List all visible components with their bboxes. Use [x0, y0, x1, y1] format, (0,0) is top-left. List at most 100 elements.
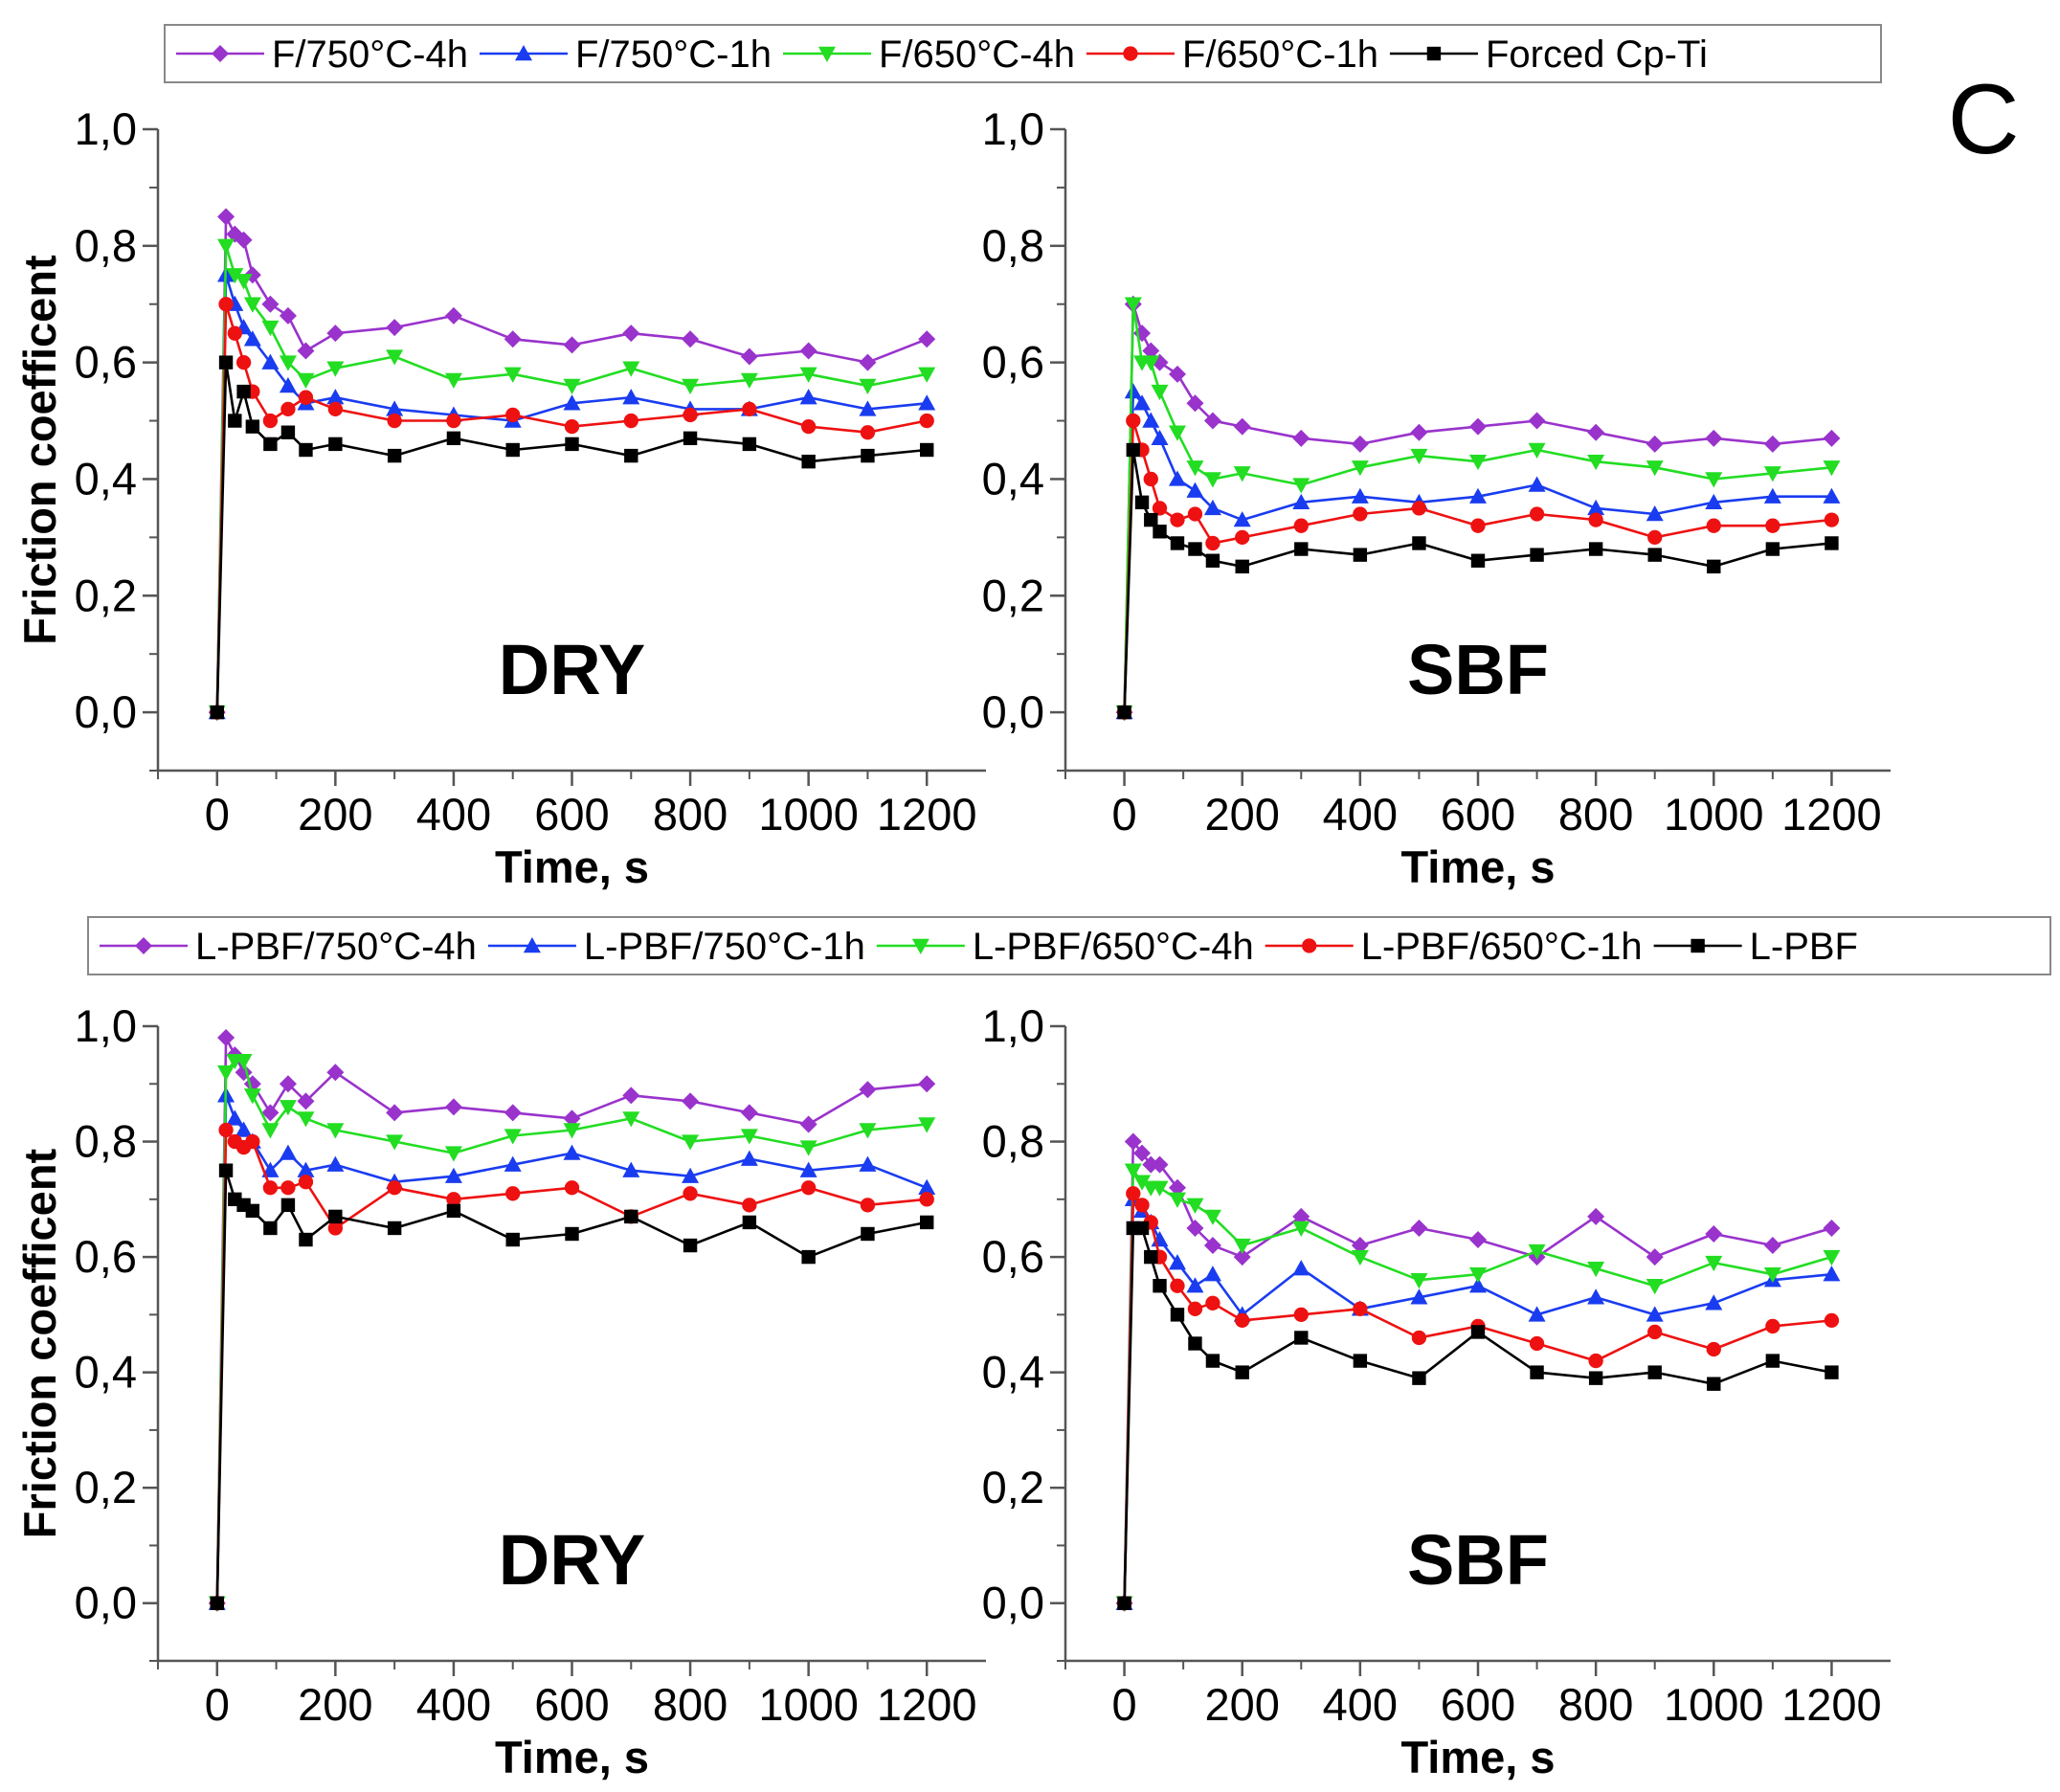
x-tick-label: 200 [298, 789, 372, 840]
data-point [1152, 501, 1168, 516]
data-point [327, 401, 344, 417]
legend-entry: L-PBF/750°C-4h [100, 926, 477, 968]
data-point [326, 325, 345, 343]
data-point [279, 1100, 297, 1116]
data-point [245, 1133, 260, 1150]
x-tick-label: 600 [1441, 1679, 1515, 1730]
data-point [1469, 1266, 1487, 1284]
data-point [859, 378, 877, 394]
data-point [1647, 1324, 1663, 1340]
data-point [326, 1123, 345, 1139]
data-point [1151, 1180, 1169, 1197]
data-point [1351, 435, 1369, 453]
x-tick-label: 600 [1441, 789, 1515, 840]
data-point [504, 330, 522, 348]
data-point [563, 378, 581, 394]
data-point [504, 1155, 522, 1172]
y-tick-label: 0,4 [75, 453, 137, 504]
data-point [920, 442, 934, 458]
x-axis-title: Time, s [1400, 841, 1555, 892]
data-point [387, 413, 402, 429]
data-point [1233, 417, 1251, 436]
y-tick-label: 0,6 [982, 1231, 1044, 1282]
data-point [1706, 1341, 1721, 1357]
data-point [683, 1186, 698, 1201]
x-tick-label: 400 [416, 1679, 491, 1730]
data-point [226, 268, 244, 284]
data-point [218, 297, 234, 312]
data-point [235, 1121, 253, 1137]
chart-sbf-bottom: 0 200 400 600 800 1000 1200 0,0 0,2 0,4 0,6 0,8 1,0 T… [982, 1000, 1891, 1782]
data-point [742, 1198, 757, 1213]
data-point [1186, 394, 1204, 413]
data-point [799, 1140, 817, 1156]
data-point [1124, 1132, 1142, 1151]
x-tick-label: 1000 [758, 1679, 859, 1730]
legend-label: Forced Cp-Ti [1486, 34, 1708, 76]
data-point [740, 1129, 758, 1145]
data-point [1705, 472, 1723, 488]
data-point [1142, 1155, 1160, 1174]
data-point [918, 1075, 936, 1093]
data-point [262, 1180, 279, 1196]
data-point [386, 400, 404, 416]
x-tick-label: 800 [653, 789, 728, 840]
x-tick-label: 200 [1205, 1679, 1280, 1730]
legend-bottom: L-PBF/750°C-4h L-PBF/750°C-1h L-PBF/650°C-… [87, 916, 2051, 975]
data-point [1117, 705, 1131, 720]
data-point [1646, 435, 1664, 453]
data-point [1187, 506, 1203, 522]
data-point [261, 295, 280, 313]
data-point [1168, 1192, 1186, 1208]
data-point [1203, 1237, 1221, 1255]
x-tick-label: 1000 [1664, 789, 1764, 840]
data-point [683, 431, 698, 446]
data-point [1292, 478, 1310, 494]
data-point [1203, 1209, 1221, 1225]
data-point [297, 342, 315, 360]
data-point [386, 1104, 404, 1122]
data-point [504, 1129, 522, 1145]
series-4 [1117, 442, 1839, 720]
data-point [1187, 1301, 1203, 1316]
data-point [1233, 1238, 1251, 1255]
data-point [279, 1144, 297, 1160]
data-point [504, 1104, 522, 1122]
data-point [446, 1192, 461, 1207]
data-point [565, 437, 579, 452]
data-point [742, 1215, 757, 1230]
y-axis-title: Friction coefficent [14, 255, 65, 645]
data-point [1765, 1354, 1780, 1368]
data-point [217, 238, 235, 255]
y-tick-label: 0,4 [982, 1347, 1044, 1398]
data-point [801, 454, 816, 469]
data-point [1587, 454, 1605, 471]
data-point [682, 1167, 700, 1183]
data-point [1587, 1207, 1605, 1225]
data-point [1411, 501, 1427, 516]
y-tick-label: 0,4 [982, 453, 1044, 504]
data-point [1186, 1198, 1204, 1214]
y-tick-label: 0,2 [75, 570, 137, 620]
data-point [563, 1144, 581, 1160]
data-point [1705, 1294, 1723, 1310]
data-point [1142, 342, 1160, 360]
data-point [299, 1232, 313, 1247]
data-point [1134, 1198, 1150, 1213]
data-point [622, 1161, 640, 1177]
data-point [1825, 1365, 1839, 1379]
legend-marker [514, 45, 532, 61]
y-tick-label: 0,2 [982, 1462, 1044, 1512]
data-point [217, 1065, 235, 1082]
y-tick-label: 0,4 [75, 1347, 137, 1398]
data-point [564, 1180, 580, 1196]
data-point [217, 1029, 235, 1047]
data-point [1529, 506, 1545, 522]
data-point [210, 1596, 224, 1610]
x-tick-label: 1200 [877, 789, 977, 840]
legend-label: F/650°C-4h [879, 34, 1075, 76]
data-point [279, 1075, 297, 1093]
legend-entry: L-PBF/650°C-4h [876, 926, 1254, 968]
data-point [1292, 493, 1310, 510]
data-point [235, 274, 253, 290]
